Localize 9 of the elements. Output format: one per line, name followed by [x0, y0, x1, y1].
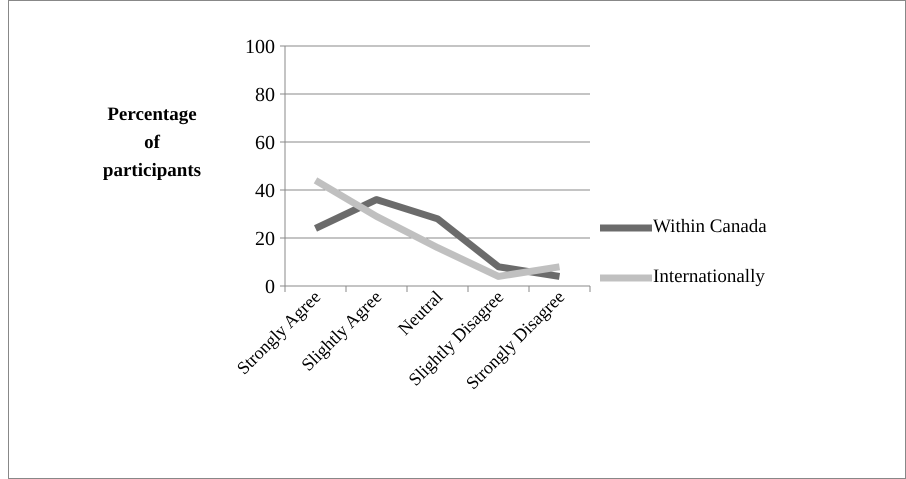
- y-tick-label: 100: [245, 36, 275, 58]
- y-tick-label: 40: [255, 180, 275, 202]
- legend-label: Internationally: [653, 266, 766, 287]
- y-axis-title: Percentage of participants: [102, 104, 202, 181]
- y-tick-label: 20: [255, 228, 275, 250]
- y-tick-label: 60: [255, 132, 275, 154]
- y-tick-label: 0: [265, 276, 275, 298]
- legend-label: Within Canada: [653, 216, 768, 237]
- y-tick-label: 80: [255, 84, 275, 106]
